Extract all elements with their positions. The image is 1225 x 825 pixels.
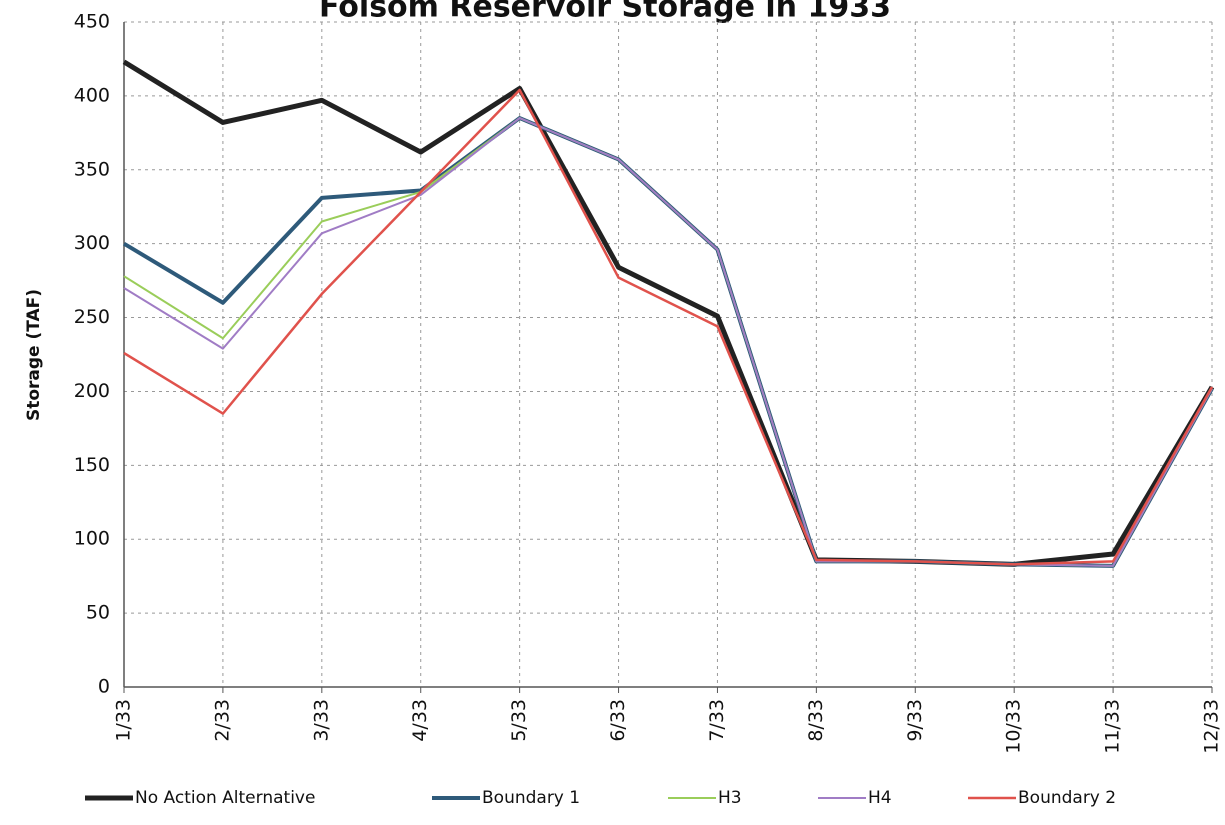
x-tick-label: 8/33 bbox=[805, 699, 827, 742]
y-tick-label: 150 bbox=[74, 454, 110, 476]
x-tick-label: 5/33 bbox=[508, 699, 530, 742]
legend-label: No Action Alternative bbox=[135, 788, 315, 808]
chart-title: Folsom Reservoir Storage in 1933 bbox=[319, 0, 891, 25]
y-tick-label: 400 bbox=[74, 84, 110, 106]
x-tick-label: 10/33 bbox=[1003, 699, 1025, 754]
x-tick-label: 11/33 bbox=[1102, 699, 1124, 754]
x-tick-label: 1/33 bbox=[113, 699, 135, 742]
series-line bbox=[122, 59, 1215, 567]
y-axis-label: Storage (TAF) bbox=[24, 289, 44, 421]
y-tick-label: 200 bbox=[74, 380, 110, 402]
x-tick-label: 9/33 bbox=[904, 699, 926, 742]
x-tick-label: 12/33 bbox=[1201, 699, 1223, 754]
series-line bbox=[123, 117, 1213, 567]
legend-label: H3 bbox=[718, 788, 742, 808]
x-tick-label: 2/33 bbox=[211, 699, 233, 742]
series-line bbox=[123, 117, 1213, 567]
y-tick-label: 300 bbox=[74, 232, 110, 254]
legend-label: Boundary 2 bbox=[1018, 788, 1116, 808]
y-tick-label: 100 bbox=[74, 528, 110, 550]
y-tick-label: 250 bbox=[74, 306, 110, 328]
x-tick-label: 3/33 bbox=[310, 699, 332, 742]
series-line bbox=[123, 88, 1214, 566]
x-tick-label: 4/33 bbox=[409, 699, 431, 742]
x-tick-label: 6/33 bbox=[607, 699, 629, 742]
x-tick-label: 7/33 bbox=[706, 699, 728, 742]
legend-label: Boundary 1 bbox=[482, 788, 580, 808]
series-line bbox=[122, 116, 1214, 568]
y-tick-label: 350 bbox=[74, 158, 110, 180]
y-tick-label: 0 bbox=[98, 676, 110, 698]
legend-label: H4 bbox=[868, 788, 892, 808]
y-tick-label: 50 bbox=[86, 602, 110, 624]
y-tick-label: 450 bbox=[74, 11, 110, 33]
